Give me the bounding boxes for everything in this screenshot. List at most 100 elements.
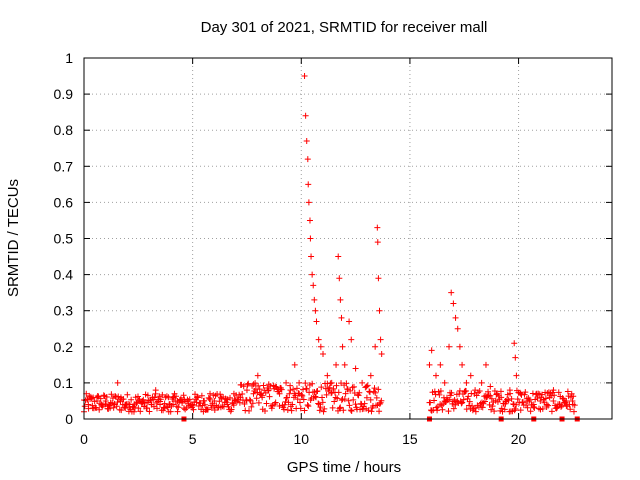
data-point <box>513 401 520 408</box>
data-point <box>350 383 357 390</box>
data-point <box>201 401 208 408</box>
data-point <box>434 407 441 414</box>
data-point <box>372 343 379 350</box>
data-point <box>159 391 166 398</box>
data-point <box>341 361 348 368</box>
data-point <box>452 314 459 321</box>
data-point <box>530 403 537 410</box>
data-point <box>131 404 138 411</box>
data-point <box>312 394 319 401</box>
data-point <box>539 405 546 412</box>
data-point <box>303 138 310 145</box>
data-point <box>307 235 314 242</box>
data-point <box>128 396 135 403</box>
data-point <box>315 336 322 343</box>
data-point <box>296 399 303 406</box>
data-point <box>290 386 297 393</box>
data-point <box>91 398 98 405</box>
data-point <box>340 407 347 414</box>
data-point <box>514 396 521 403</box>
data-point <box>439 406 446 413</box>
data-point <box>350 396 357 403</box>
data-point <box>156 393 163 400</box>
data-point <box>497 388 504 395</box>
data-point <box>462 387 469 394</box>
data-point <box>526 396 533 403</box>
data-point <box>291 361 298 368</box>
y-tick-label: 0.4 <box>54 267 74 283</box>
data-point <box>283 379 290 386</box>
data-point <box>505 397 512 404</box>
data-point <box>323 391 330 398</box>
data-point <box>374 224 381 231</box>
data-point <box>513 372 520 379</box>
data-point <box>258 392 265 399</box>
data-point <box>201 397 208 404</box>
data-point <box>335 253 342 260</box>
data-point <box>458 400 465 407</box>
data-point <box>246 396 253 403</box>
data-point <box>128 408 135 415</box>
data-point <box>205 394 212 401</box>
data-point <box>352 365 359 372</box>
data-point <box>174 408 181 415</box>
data-point <box>302 112 309 119</box>
data-point <box>334 395 341 402</box>
y-tick-label: 0.6 <box>54 194 74 210</box>
data-point <box>332 394 339 401</box>
data-point <box>227 394 234 401</box>
data-point <box>520 399 527 406</box>
data-point <box>287 382 294 389</box>
data-point <box>333 361 340 368</box>
data-point <box>236 391 243 398</box>
data-point <box>371 385 378 392</box>
data-point <box>265 387 272 394</box>
data-point <box>534 395 541 402</box>
data-point <box>320 408 327 415</box>
data-point <box>445 408 452 415</box>
x-axis-label: GPS time / hours <box>287 459 401 476</box>
data-point <box>207 396 214 403</box>
data-point <box>436 391 443 398</box>
x-tick-label: 0 <box>80 431 88 447</box>
data-point <box>217 391 224 398</box>
data-point <box>249 400 256 407</box>
data-point <box>341 396 348 403</box>
data-point <box>106 403 113 410</box>
data-point <box>286 390 293 397</box>
data-point <box>338 397 345 404</box>
data-point <box>243 387 250 394</box>
data-point <box>305 199 312 206</box>
data-point <box>564 388 571 395</box>
data-point <box>179 399 186 406</box>
data-point <box>140 396 147 403</box>
data-point <box>550 397 557 404</box>
data-point <box>169 393 176 400</box>
data-point <box>491 387 498 394</box>
data-point <box>268 405 275 412</box>
data-point <box>377 336 384 343</box>
data-point <box>303 385 310 392</box>
data-markers <box>81 73 580 422</box>
data-point <box>311 296 318 303</box>
data-point <box>347 407 354 414</box>
data-point <box>317 404 324 411</box>
grid-lines <box>84 58 612 419</box>
data-point <box>364 382 371 389</box>
data-point <box>180 392 187 399</box>
data-point <box>511 407 518 414</box>
y-tick-label: 0.8 <box>54 122 74 138</box>
data-point <box>361 400 368 407</box>
data-point <box>539 391 546 398</box>
data-point <box>124 391 131 398</box>
axis-ticks <box>83 57 612 420</box>
data-point <box>450 300 457 307</box>
data-point <box>363 394 370 401</box>
data-point <box>163 393 170 400</box>
data-point <box>367 396 374 403</box>
data-point <box>137 408 144 415</box>
data-point <box>230 402 237 409</box>
data-point <box>428 407 435 414</box>
data-point <box>173 393 180 400</box>
